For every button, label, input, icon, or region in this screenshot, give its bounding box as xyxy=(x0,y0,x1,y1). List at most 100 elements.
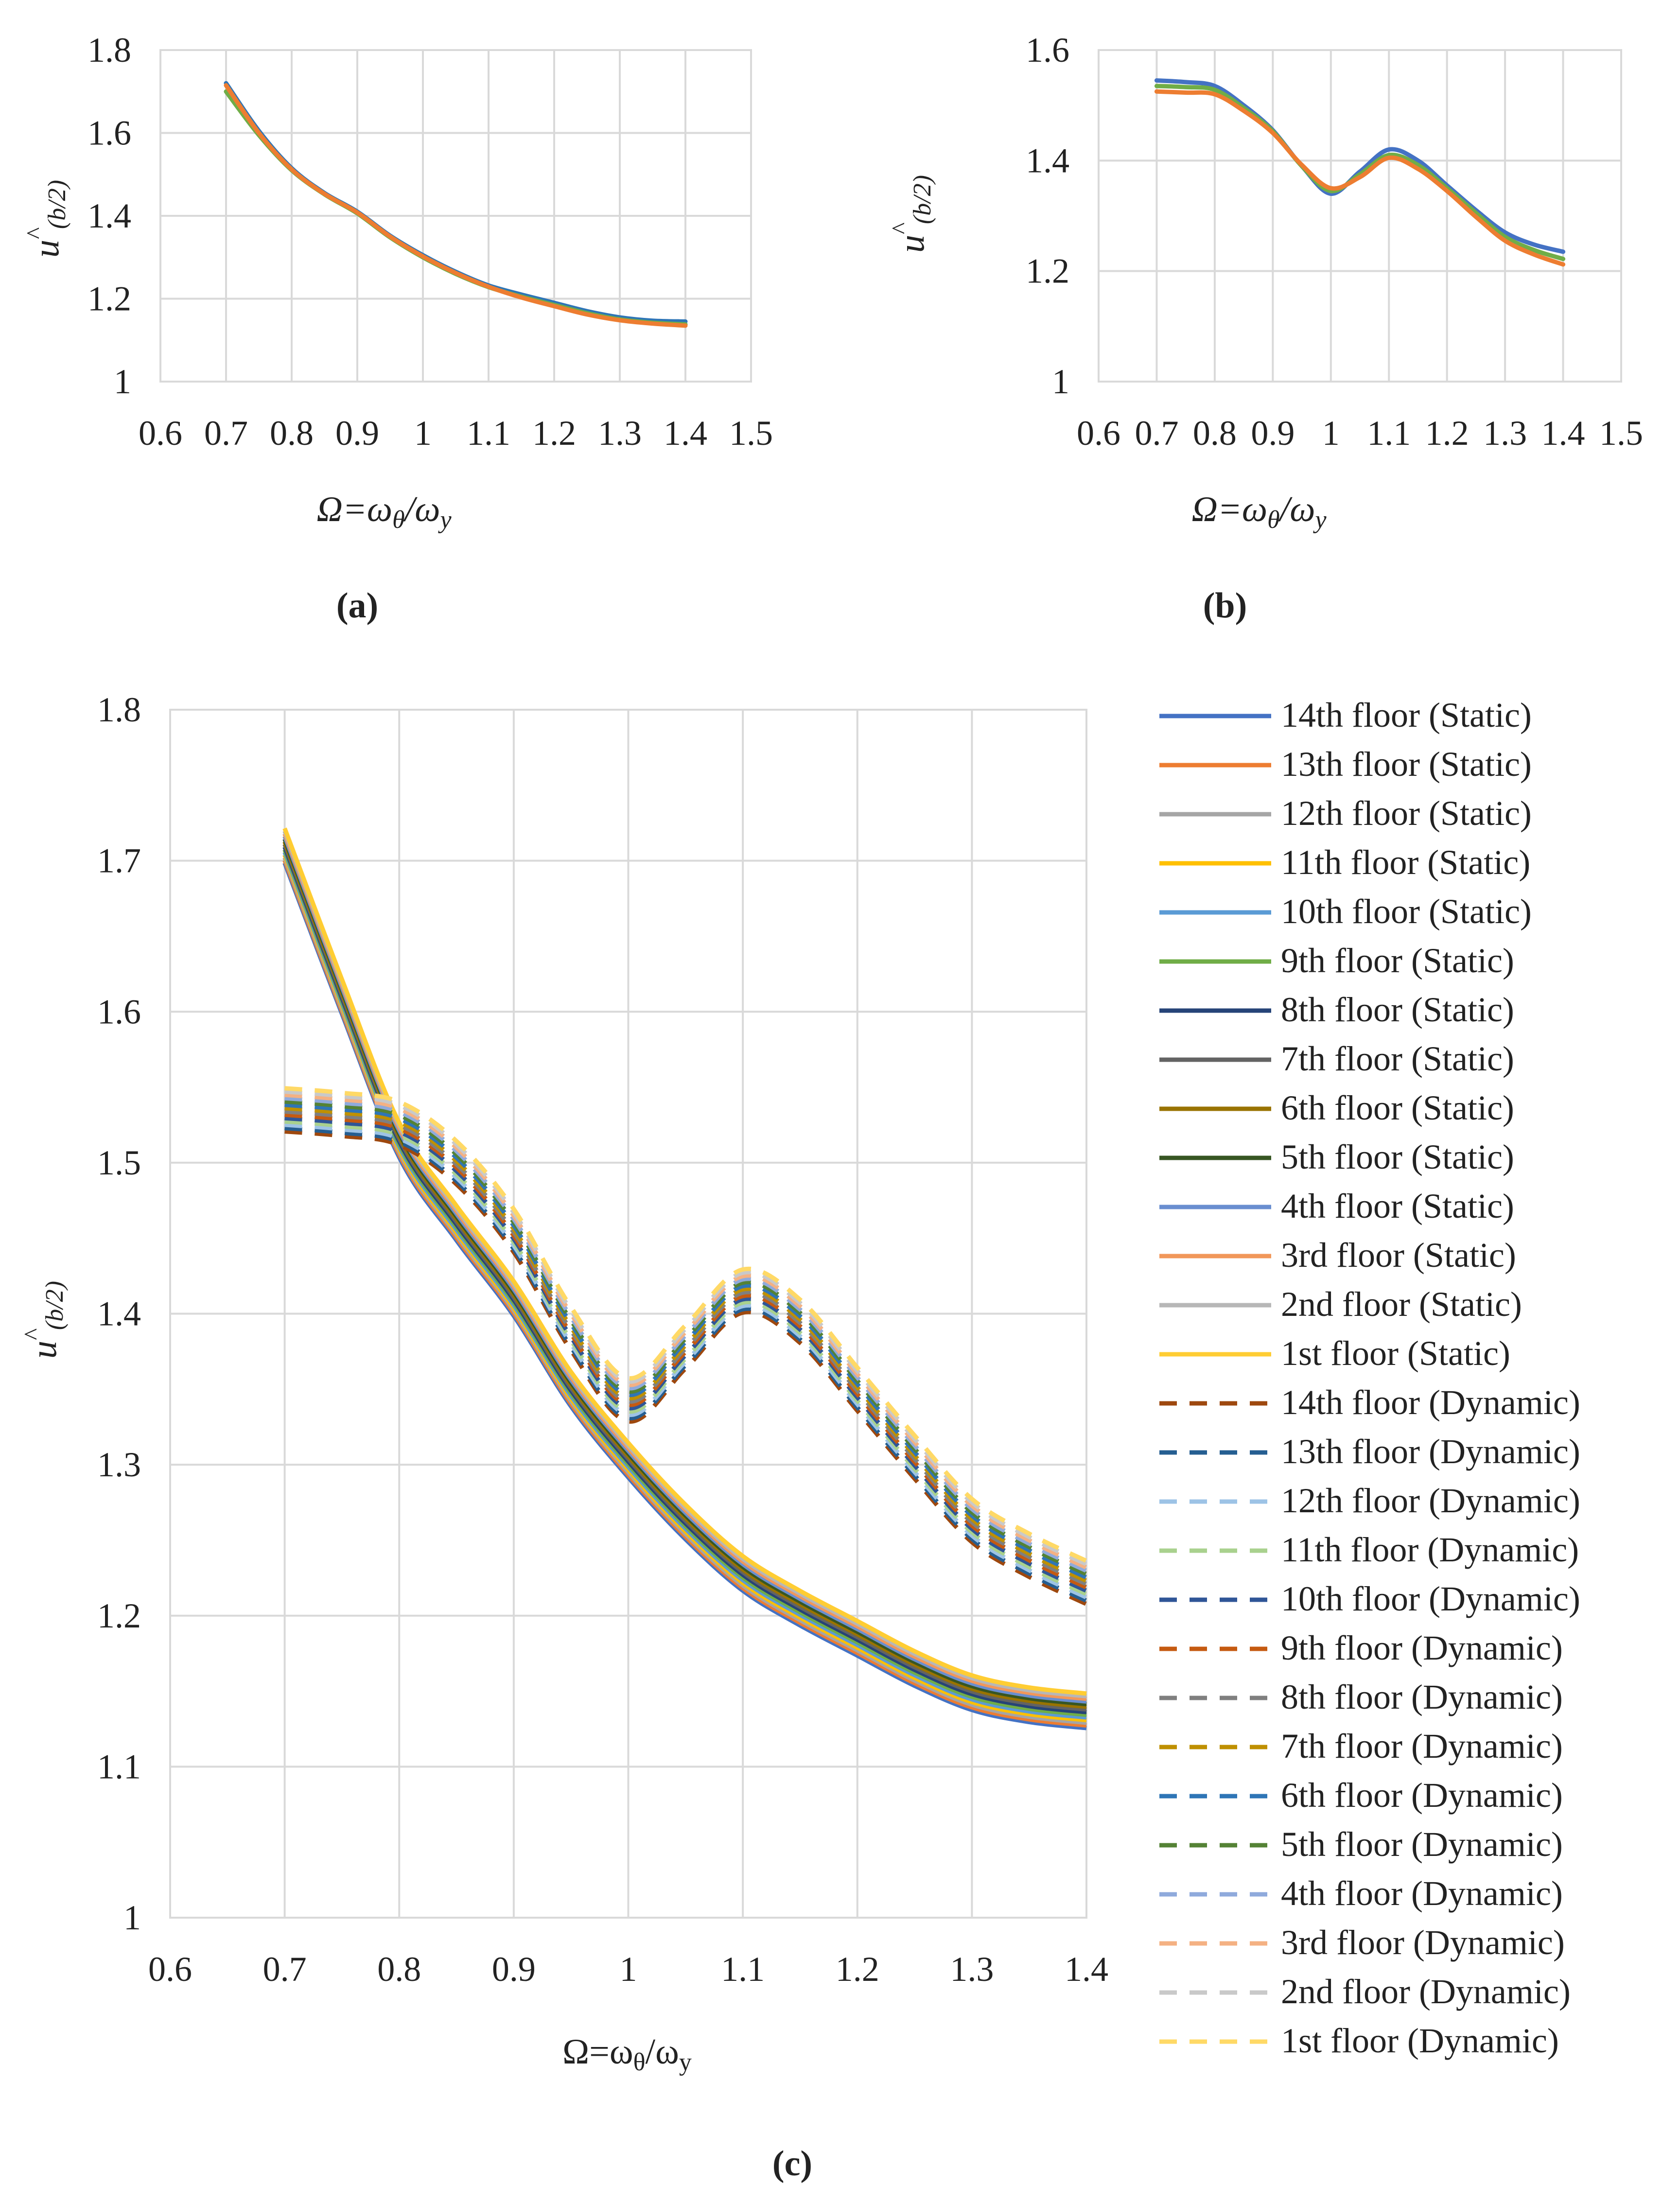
panel-c-legend: 14th floor (Static) 13th floor (Static) 12… xyxy=(1159,696,1580,2060)
panel-a-x-tick-label: 1.2 xyxy=(532,414,576,453)
panel-c-series-line xyxy=(284,1102,1087,1580)
legend-label: 8th floor (Dynamic) xyxy=(1281,1678,1563,1716)
legend-label: 6th floor (Static) xyxy=(1281,1088,1514,1127)
panel-a-grid xyxy=(159,49,752,383)
panel-b-x-tick-label: 1.2 xyxy=(1425,414,1469,453)
panel-c-series-line xyxy=(282,840,1087,1709)
panel-c-x-axis-label: Ω=ωθ/ωy xyxy=(562,2032,692,2076)
panel-a-chart: 0.6 0.7 0.8 0.9 1 1.1 1.2 1.3 1.4 1.5 1 1.2 1.4 1.6 1.… xyxy=(22,31,773,626)
panel-c-series-line xyxy=(284,1129,1087,1606)
panel-b-x-tick-label: 1.3 xyxy=(1483,414,1527,453)
panel-c-y-tick-label: 1.3 xyxy=(97,1445,141,1484)
panel-a-series xyxy=(224,81,688,328)
legend-label: 8th floor (Static) xyxy=(1281,990,1514,1029)
legend-label: 10th floor (Static) xyxy=(1281,892,1532,931)
panel-a-y-tick-label: 1.8 xyxy=(88,31,131,70)
legend-label: 2nd floor (Static) xyxy=(1281,1285,1522,1324)
panel-b-chart: 0.6 0.7 0.8 0.9 1 1.1 1.2 1.3 1.4 1.5 1 1.2 1.4 1.6 Ω… xyxy=(887,31,1643,626)
panel-c-x-tick-label: 0.9 xyxy=(492,1950,536,1989)
panel-a-x-tick-label: 0.6 xyxy=(139,414,182,453)
panel-c-label: (c) xyxy=(772,2144,812,2184)
panel-b-series xyxy=(1154,78,1566,267)
panel-a-y-axis-label: u^(b/2) xyxy=(22,180,71,258)
panel-c-y-tick-label: 1.7 xyxy=(97,841,141,880)
panel-b-y-tick-label: 1.4 xyxy=(1026,141,1069,180)
panel-a-ticks: 0.6 0.7 0.8 0.9 1 1.1 1.2 1.3 1.4 1.5 1 1.2 1.4 1.6 1.… xyxy=(88,31,773,453)
panel-c-series-line xyxy=(282,849,1087,1717)
panel-c-series-line xyxy=(284,1119,1087,1596)
legend-label: 11th floor (Dynamic) xyxy=(1281,1530,1579,1569)
panel-c-series-line xyxy=(282,827,1087,1696)
panel-c-x-tick-label: 1 xyxy=(620,1950,637,1989)
legend-label: 4th floor (Static) xyxy=(1281,1187,1514,1225)
panel-b-x-tick-label: 1.1 xyxy=(1367,414,1411,453)
panel-c-y-axis-label: u^(b/2) xyxy=(19,1281,69,1359)
panel-c-y-tick-label: 1.1 xyxy=(97,1747,141,1786)
panel-c-series-line xyxy=(284,1109,1087,1586)
panel-c-series-line xyxy=(284,1096,1087,1573)
panel-c-series-line xyxy=(284,1086,1087,1563)
panel-c-x-tick-label: 0.8 xyxy=(377,1950,421,1989)
legend-label: 11th floor (Static) xyxy=(1281,843,1530,882)
panel-b-plot-area xyxy=(1098,49,1622,383)
legend-label: 7th floor (Static) xyxy=(1281,1039,1514,1078)
panel-c-series-line xyxy=(282,846,1087,1714)
panel-c-y-tick-label: 1.6 xyxy=(97,992,141,1031)
legend-label: 13th floor (Dynamic) xyxy=(1281,1432,1580,1471)
panel-b-label: (b) xyxy=(1203,586,1247,626)
legend-label: 5th floor (Static) xyxy=(1281,1137,1514,1176)
panel-b-x-tick-label: 0.6 xyxy=(1077,414,1120,453)
panel-a-x-tick-label: 1.3 xyxy=(598,414,642,453)
panel-a-x-tick-label: 1.1 xyxy=(467,414,510,453)
legend-label: 5th floor (Dynamic) xyxy=(1281,1825,1563,1864)
legend-label: 14th floor (Static) xyxy=(1281,696,1532,734)
panel-c-series-line xyxy=(282,838,1087,1707)
panel-c-series-line xyxy=(284,1092,1087,1570)
panel-b-series-line xyxy=(1154,84,1566,262)
panel-b-series-line xyxy=(1154,89,1566,267)
panel-c-series-line xyxy=(282,843,1087,1712)
panel-a-y-tick-label: 1.4 xyxy=(88,196,131,235)
panel-b-series-line xyxy=(1154,78,1566,254)
panel-c-series xyxy=(282,827,1087,1731)
panel-c-series-line xyxy=(284,1112,1087,1590)
legend-label: 9th floor (Dynamic) xyxy=(1281,1628,1563,1667)
panel-b-x-tick-label: 1 xyxy=(1322,414,1340,453)
panel-a-y-tick-label: 1.6 xyxy=(88,114,131,153)
panel-a-x-tick-label: 0.8 xyxy=(270,414,314,453)
legend-label: 6th floor (Dynamic) xyxy=(1281,1776,1563,1815)
panel-c-x-tick-label: 1.4 xyxy=(1065,1950,1108,1989)
panel-c-series-line xyxy=(282,830,1087,1698)
panel-c-ticks: 0.6 0.7 0.8 0.9 1 1.1 1.2 1.3 1.4 1 1.1 1.2 1.3 1.4 1.… xyxy=(97,690,1108,1989)
panel-a-label: (a) xyxy=(336,586,378,626)
legend-label: 4th floor (Dynamic) xyxy=(1281,1874,1563,1913)
panel-c-grid xyxy=(169,709,1087,1919)
panel-c-series-line xyxy=(282,854,1087,1723)
panel-a-series-line xyxy=(224,89,688,327)
legend-label: 13th floor (Static) xyxy=(1281,745,1532,784)
panel-b-x-axis-label: Ω=ωθ/ωy xyxy=(1191,490,1327,534)
panel-c-series-line xyxy=(284,1122,1087,1600)
panel-b-ticks: 0.6 0.7 0.8 0.9 1 1.1 1.2 1.3 1.4 1.5 1 1.2 1.4 1.6 xyxy=(1026,31,1643,453)
panel-c-series-line xyxy=(284,1099,1087,1576)
panel-a-series-line xyxy=(224,81,688,324)
panel-c-series-line xyxy=(284,1106,1087,1583)
panel-c-y-tick-label: 1.2 xyxy=(97,1596,141,1635)
panel-c-y-tick-label: 1 xyxy=(123,1898,141,1937)
panel-c-x-tick-label: 1.3 xyxy=(950,1950,994,1989)
panel-b-x-tick-label: 0.7 xyxy=(1135,414,1178,453)
panel-b-grid xyxy=(1098,49,1622,383)
panel-c-y-tick-label: 1.5 xyxy=(97,1143,141,1182)
panel-c-series-line xyxy=(282,835,1087,1704)
panel-c-series-line xyxy=(284,1116,1087,1593)
legend-label: 7th floor (Dynamic) xyxy=(1281,1727,1563,1766)
panel-a-y-tick-label: 1.2 xyxy=(88,280,131,318)
panel-c-x-tick-label: 0.7 xyxy=(263,1950,307,1989)
panel-a-y-tick-label: 1 xyxy=(114,362,131,401)
legend-label: 3rd floor (Dynamic) xyxy=(1281,1923,1565,1962)
panel-c-plot-area xyxy=(169,709,1087,1919)
panel-c-series-line xyxy=(282,859,1087,1728)
panel-b-x-tick-label: 0.9 xyxy=(1251,414,1295,453)
legend-label: 14th floor (Dynamic) xyxy=(1281,1383,1580,1422)
